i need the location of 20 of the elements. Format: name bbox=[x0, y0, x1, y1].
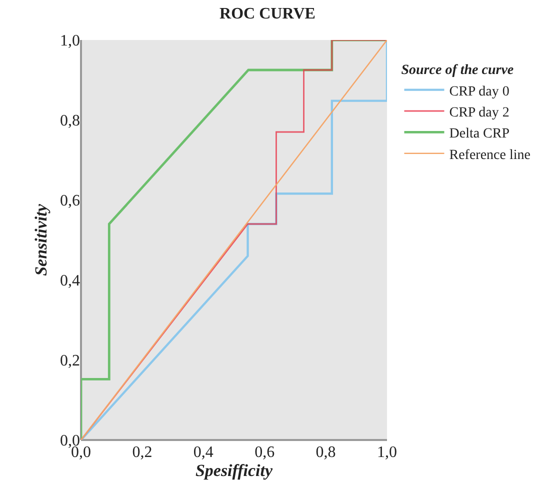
legend-label: CRP day 2 bbox=[449, 105, 510, 120]
x-tick-label: 0,8 bbox=[316, 444, 336, 461]
legend-label: CRP day 0 bbox=[449, 84, 510, 100]
y-tick-label: 0,6 bbox=[60, 192, 80, 210]
chart-title: ROC CURVE bbox=[220, 6, 316, 23]
x-axis-title: Spesifficity bbox=[195, 461, 274, 480]
x-tick-label: 0,0 bbox=[71, 444, 91, 461]
x-tick-label: 1,0 bbox=[377, 444, 397, 461]
x-tick-label: 0,6 bbox=[254, 444, 275, 461]
line-series bbox=[81, 40, 387, 440]
y-tick-label: 1,0 bbox=[60, 32, 80, 50]
x-tick-label: 0,2 bbox=[132, 444, 152, 461]
y-tick-label: 0,4 bbox=[60, 272, 80, 290]
y-tick-label: 0,8 bbox=[60, 112, 80, 130]
y-axis-title: Sensitivity bbox=[32, 204, 51, 276]
x-tick-label: 0,4 bbox=[193, 444, 214, 461]
legend-label: Reference line bbox=[449, 148, 530, 163]
legend-title: Source of the curve bbox=[401, 63, 514, 78]
legend-label: Delta CRP bbox=[449, 126, 510, 142]
y-tick-label: 0,2 bbox=[60, 352, 80, 370]
